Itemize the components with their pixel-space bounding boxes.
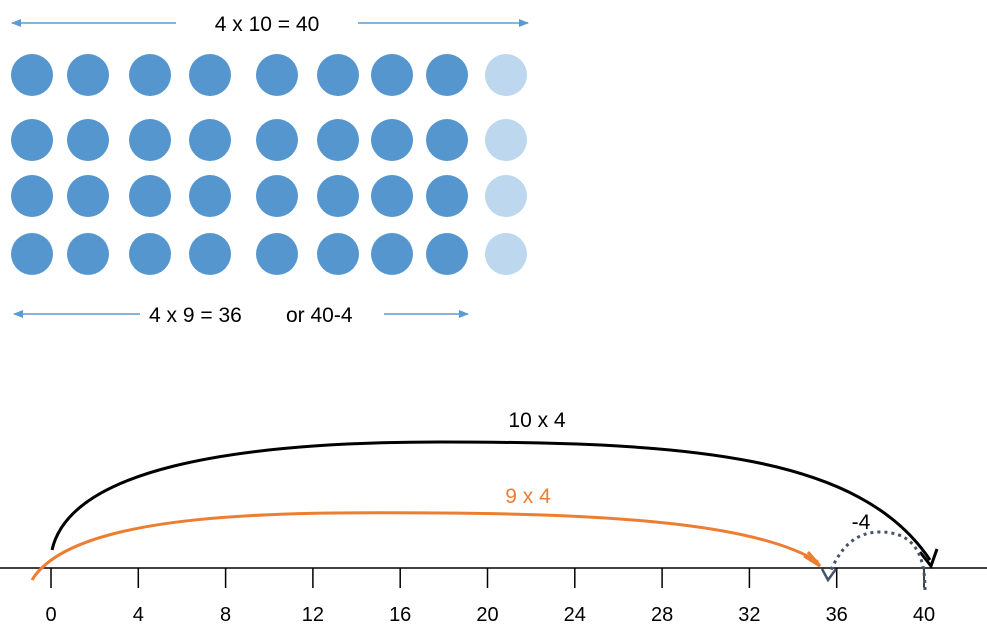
dot-r4-c3: [129, 233, 171, 275]
dot-r3-c4: [189, 175, 231, 217]
number-line-ticks: 0 4 8 12 16 20 24 28 32 36 40: [45, 568, 935, 626]
tick-label-40: 40: [913, 604, 935, 626]
jump-10x4-label: 10 x 4: [508, 409, 566, 432]
dot-r3-c6: [317, 175, 359, 217]
dot-r3-c7: [371, 175, 413, 217]
dot-r1-c5: [256, 54, 298, 96]
dot-r4-c2: [67, 233, 109, 275]
tick-label-8: 8: [220, 604, 231, 626]
dot-r4-c5: [256, 233, 298, 275]
dot-r3-c2: [67, 175, 109, 217]
top-equation-label: 4 x 10 = 40: [215, 13, 320, 36]
dot-r1-c4: [189, 54, 231, 96]
dot-r4-c7: [371, 233, 413, 275]
dot-r4-c6: [317, 233, 359, 275]
number-line: 0 4 8 12 16 20 24 28 32 36 40: [0, 567, 987, 626]
tick-label-28: 28: [651, 604, 673, 626]
dot-r1-c3: [129, 54, 171, 96]
top-equation-group: 4 x 10 = 40: [11, 13, 529, 36]
tick-label-12: 12: [302, 604, 324, 626]
dot-r4-c8: [426, 233, 468, 275]
dot-r1-c1: [11, 54, 53, 96]
tick-label-16: 16: [389, 604, 411, 626]
tick-label-32: 32: [738, 604, 760, 626]
jump-minus-4-arc: [828, 530, 927, 591]
dot-r3-c5: [256, 175, 298, 217]
jump-9x4-arrowhead: [803, 551, 822, 568]
dot-r4-c4: [189, 233, 231, 275]
dot-r2-c3: [129, 119, 171, 161]
dot-r2-c6: [317, 119, 359, 161]
dot-r2-c1: [11, 119, 53, 161]
dot-r1-c7: [371, 54, 413, 96]
dot-light-r3-c9: [485, 175, 527, 217]
tick-label-4: 4: [133, 604, 144, 626]
dot-r2-c7: [371, 119, 413, 161]
jump-minus-4-arrowhead: [820, 568, 838, 583]
jump-9x4: 9 x 4: [30, 485, 822, 581]
jump-9x4-label: 9 x 4: [505, 485, 551, 508]
jump-9x4-arc: [30, 511, 819, 581]
dot-r1-c8: [426, 54, 468, 96]
tick-label-24: 24: [564, 604, 586, 626]
dot-r2-c5: [256, 119, 298, 161]
dot-r2-c8: [426, 119, 468, 161]
dot-r1-c6: [317, 54, 359, 96]
tick-label-36: 36: [826, 604, 848, 626]
jump-10x4: 10 x 4: [50, 409, 939, 570]
dot-r3-c8: [426, 175, 468, 217]
jump-minus-4: -4: [820, 511, 927, 591]
bottom-equation-alt-label: or 40-4: [286, 304, 353, 327]
dot-light-r1-c9: [485, 54, 527, 96]
dot-r1-c2: [67, 54, 109, 96]
dot-r3-c1: [11, 175, 53, 217]
jump-minus-4-label: -4: [852, 511, 871, 534]
tick-label-0: 0: [45, 604, 56, 626]
dot-r3-c3: [129, 175, 171, 217]
jump-10x4-arc: [50, 440, 932, 561]
dot-array: [11, 54, 527, 275]
bottom-equation-group: 4 x 9 = 36 or 40-4: [13, 304, 469, 327]
bottom-equation-label: 4 x 9 = 36: [149, 304, 242, 327]
jump-10x4-arrowhead: [918, 548, 939, 570]
dot-light-r4-c9: [485, 233, 527, 275]
dot-light-r2-c9: [485, 119, 527, 161]
dot-r2-c4: [189, 119, 231, 161]
dot-r2-c2: [67, 119, 109, 161]
tick-label-20: 20: [476, 604, 498, 626]
dot-r4-c1: [11, 233, 53, 275]
